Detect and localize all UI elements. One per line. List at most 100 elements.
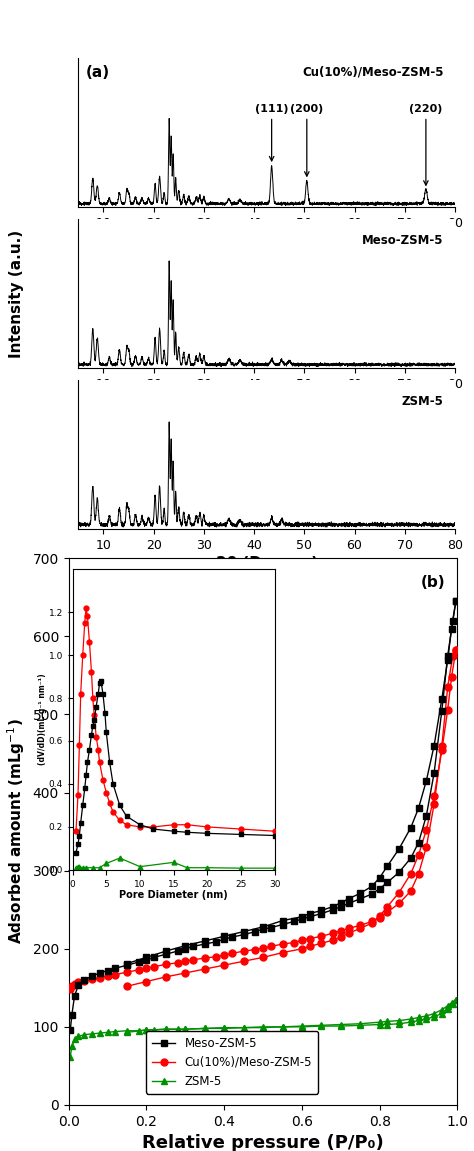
Cu(10%)/Meso-ZSM-5 — [330, 927, 336, 940]
ZSM-5 — [112, 1024, 118, 1038]
Cu(10%)/Meso-ZSM-5 — [182, 954, 188, 968]
Cu(10%)/Meso-ZSM-5 — [369, 915, 375, 929]
Meso-ZSM-5 — [408, 852, 414, 866]
Cu(10%)/Meso-ZSM-5 — [307, 931, 312, 945]
ZSM-5 — [384, 1017, 390, 1031]
ZSM-5 — [431, 1009, 437, 1023]
Meso-ZSM-5 — [431, 767, 437, 780]
Meso-ZSM-5 — [377, 882, 383, 895]
Cu(10%)/Meso-ZSM-5 — [97, 970, 103, 984]
Cu(10%)/Meso-ZSM-5 — [431, 798, 437, 811]
Line: Cu(10%)/Meso-ZSM-5: Cu(10%)/Meso-ZSM-5 — [67, 647, 459, 993]
Meso-ZSM-5 — [190, 939, 196, 953]
ZSM-5 — [423, 1012, 429, 1026]
Text: Cu(10%)/Meso-ZSM-5: Cu(10%)/Meso-ZSM-5 — [302, 66, 444, 78]
ZSM-5 — [67, 1050, 73, 1064]
Meso-ZSM-5 — [338, 900, 344, 914]
ZSM-5 — [408, 1015, 414, 1029]
Meso-ZSM-5 — [319, 907, 324, 921]
Text: (111): (111) — [255, 104, 288, 161]
Text: Meso-ZSM-5: Meso-ZSM-5 — [362, 234, 444, 246]
Line: Meso-ZSM-5: Meso-ZSM-5 — [67, 597, 459, 1034]
Cu(10%)/Meso-ZSM-5 — [292, 936, 297, 950]
ZSM-5 — [163, 1022, 169, 1036]
Cu(10%)/Meso-ZSM-5 — [445, 680, 450, 694]
ZSM-5 — [105, 1026, 110, 1039]
Meso-ZSM-5 — [453, 594, 459, 608]
X-axis label: 2θ (Degree): 2θ (Degree) — [216, 556, 318, 571]
ZSM-5 — [136, 1024, 142, 1038]
ZSM-5 — [144, 1023, 149, 1037]
Cu(10%)/Meso-ZSM-5 — [175, 955, 181, 969]
Cu(10%)/Meso-ZSM-5 — [72, 977, 77, 991]
ZSM-5 — [151, 1023, 157, 1037]
Cu(10%)/Meso-ZSM-5 — [151, 960, 157, 974]
Cu(10%)/Meso-ZSM-5 — [319, 929, 324, 943]
Cu(10%)/Meso-ZSM-5 — [423, 840, 429, 854]
Meso-ZSM-5 — [202, 937, 208, 951]
Meso-ZSM-5 — [229, 930, 235, 944]
Cu(10%)/Meso-ZSM-5 — [280, 937, 285, 951]
ZSM-5 — [175, 1022, 181, 1036]
Cu(10%)/Meso-ZSM-5 — [299, 933, 305, 947]
Legend: Meso-ZSM-5, Cu(10%)/Meso-ZSM-5, ZSM-5: Meso-ZSM-5, Cu(10%)/Meso-ZSM-5, ZSM-5 — [146, 1031, 318, 1093]
Meso-ZSM-5 — [292, 915, 297, 929]
ZSM-5 — [75, 1029, 81, 1043]
ZSM-5 — [221, 1022, 227, 1036]
ZSM-5 — [439, 1007, 445, 1021]
Cu(10%)/Meso-ZSM-5 — [214, 950, 219, 963]
Meso-ZSM-5 — [69, 1008, 75, 1022]
Cu(10%)/Meso-ZSM-5 — [384, 905, 390, 918]
Cu(10%)/Meso-ZSM-5 — [82, 974, 87, 988]
Meso-ZSM-5 — [136, 955, 142, 969]
Meso-ZSM-5 — [439, 703, 445, 717]
ZSM-5 — [280, 1020, 285, 1034]
Meso-ZSM-5 — [151, 951, 157, 965]
Text: (a): (a) — [86, 66, 110, 81]
Text: ZSM-5: ZSM-5 — [402, 395, 444, 407]
Cu(10%)/Meso-ZSM-5 — [268, 939, 273, 953]
Meso-ZSM-5 — [97, 966, 103, 980]
Y-axis label: Adsorbed amount (mLg$^{-1}$): Adsorbed amount (mLg$^{-1}$) — [5, 718, 27, 945]
Cu(10%)/Meso-ZSM-5 — [124, 966, 130, 980]
Cu(10%)/Meso-ZSM-5 — [75, 975, 81, 989]
Cu(10%)/Meso-ZSM-5 — [221, 948, 227, 962]
Cu(10%)/Meso-ZSM-5 — [163, 958, 169, 971]
Cu(10%)/Meso-ZSM-5 — [408, 884, 414, 898]
Meso-ZSM-5 — [67, 1023, 73, 1037]
Cu(10%)/Meso-ZSM-5 — [190, 953, 196, 967]
Meso-ZSM-5 — [105, 963, 110, 977]
Cu(10%)/Meso-ZSM-5 — [396, 897, 402, 910]
Text: Intensity (a.u.): Intensity (a.u.) — [9, 229, 24, 358]
Text: (220): (220) — [409, 104, 443, 185]
ZSM-5 — [299, 1020, 305, 1034]
Meso-ZSM-5 — [214, 935, 219, 948]
Cu(10%)/Meso-ZSM-5 — [241, 944, 246, 958]
Cu(10%)/Meso-ZSM-5 — [260, 942, 266, 955]
Cu(10%)/Meso-ZSM-5 — [69, 980, 75, 993]
Meso-ZSM-5 — [307, 909, 312, 923]
Meso-ZSM-5 — [369, 887, 375, 901]
Cu(10%)/Meso-ZSM-5 — [229, 946, 235, 960]
Line: ZSM-5: ZSM-5 — [67, 996, 459, 1060]
ZSM-5 — [453, 992, 459, 1006]
ZSM-5 — [260, 1021, 266, 1035]
Meso-ZSM-5 — [75, 978, 81, 992]
Cu(10%)/Meso-ZSM-5 — [377, 910, 383, 924]
Cu(10%)/Meso-ZSM-5 — [439, 739, 445, 753]
ZSM-5 — [241, 1021, 246, 1035]
Text: (200): (200) — [290, 104, 323, 176]
Meso-ZSM-5 — [175, 944, 181, 958]
Cu(10%)/Meso-ZSM-5 — [416, 867, 421, 881]
Cu(10%)/Meso-ZSM-5 — [357, 918, 363, 932]
Meso-ZSM-5 — [346, 897, 351, 910]
Meso-ZSM-5 — [112, 961, 118, 975]
ZSM-5 — [338, 1019, 344, 1032]
Meso-ZSM-5 — [299, 912, 305, 925]
ZSM-5 — [445, 1003, 450, 1016]
Meso-ZSM-5 — [72, 989, 77, 1003]
Text: (b): (b) — [421, 574, 446, 589]
Cu(10%)/Meso-ZSM-5 — [89, 973, 95, 986]
Meso-ZSM-5 — [423, 809, 429, 823]
Meso-ZSM-5 — [163, 947, 169, 961]
